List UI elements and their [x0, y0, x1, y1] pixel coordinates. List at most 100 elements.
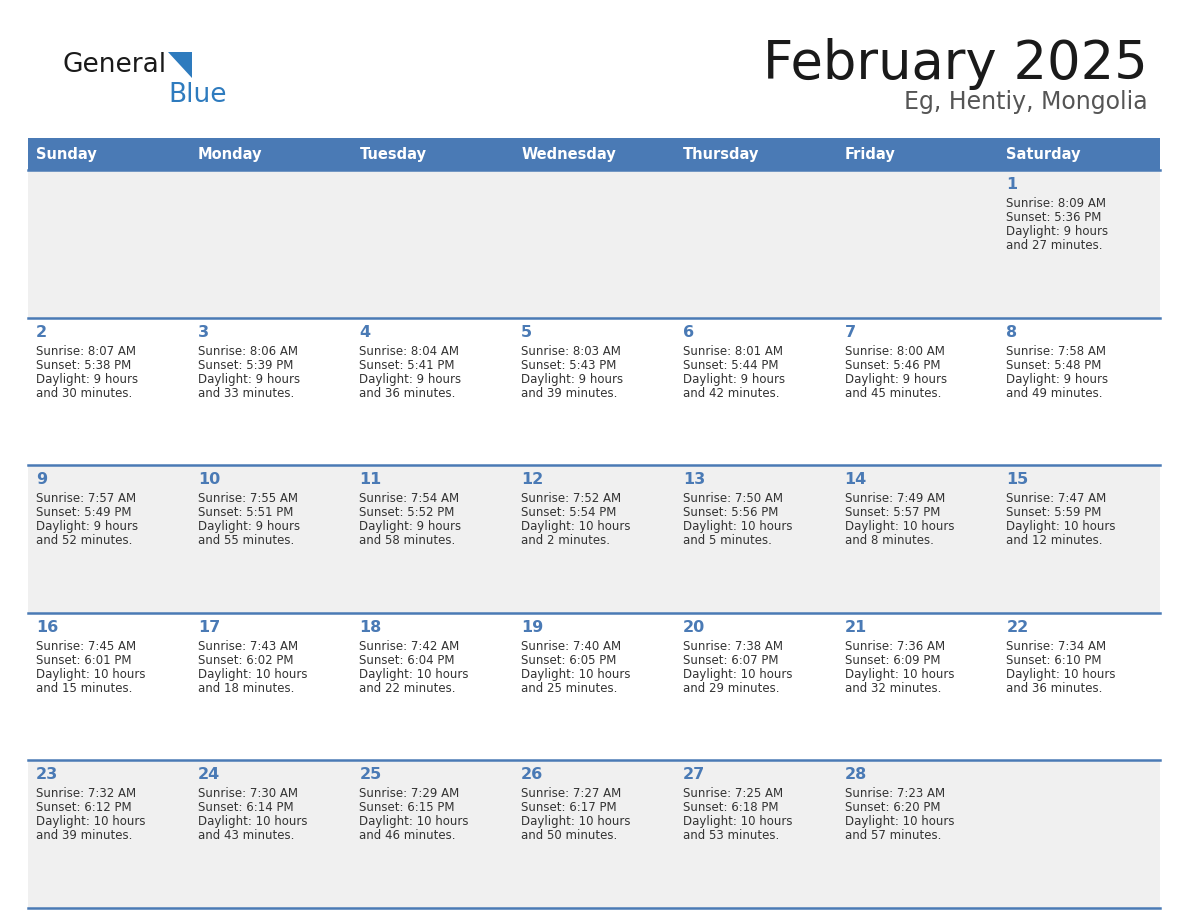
- Text: Sunrise: 7:38 AM: Sunrise: 7:38 AM: [683, 640, 783, 653]
- Bar: [29, 760, 190, 908]
- Text: Sunrise: 7:54 AM: Sunrise: 7:54 AM: [360, 492, 460, 505]
- Text: and 52 minutes.: and 52 minutes.: [36, 534, 132, 547]
- Bar: [675, 760, 836, 908]
- Text: Sunrise: 7:25 AM: Sunrise: 7:25 AM: [683, 788, 783, 800]
- Text: 27: 27: [683, 767, 706, 782]
- Text: and 8 minutes.: and 8 minutes.: [845, 534, 934, 547]
- Text: Sunset: 5:54 PM: Sunset: 5:54 PM: [522, 506, 617, 520]
- Bar: [675, 465, 836, 613]
- Text: and 18 minutes.: and 18 minutes.: [197, 682, 295, 695]
- Bar: [675, 170, 836, 318]
- Bar: [998, 760, 1159, 908]
- Text: and 33 minutes.: and 33 minutes.: [197, 386, 293, 399]
- Bar: [190, 613, 352, 760]
- Text: Sunrise: 7:50 AM: Sunrise: 7:50 AM: [683, 492, 783, 505]
- Polygon shape: [168, 52, 192, 78]
- Text: Sunrise: 7:49 AM: Sunrise: 7:49 AM: [845, 492, 944, 505]
- Text: Blue: Blue: [168, 82, 227, 108]
- Text: and 50 minutes.: and 50 minutes.: [522, 829, 618, 843]
- Bar: [998, 318, 1159, 465]
- Text: Sunset: 5:38 PM: Sunset: 5:38 PM: [36, 359, 131, 372]
- Text: Sunset: 6:09 PM: Sunset: 6:09 PM: [845, 654, 940, 666]
- Text: 19: 19: [522, 620, 543, 635]
- Bar: [675, 318, 836, 465]
- Text: Daylight: 10 hours: Daylight: 10 hours: [522, 815, 631, 828]
- Text: February 2025: February 2025: [763, 38, 1148, 90]
- Text: Sunset: 5:41 PM: Sunset: 5:41 PM: [360, 359, 455, 372]
- Text: and 22 minutes.: and 22 minutes.: [360, 682, 456, 695]
- Bar: [29, 318, 190, 465]
- Text: Daylight: 9 hours: Daylight: 9 hours: [1006, 373, 1108, 386]
- Bar: [29, 465, 190, 613]
- Text: 3: 3: [197, 325, 209, 340]
- Text: and 12 minutes.: and 12 minutes.: [1006, 534, 1102, 547]
- Text: Sunrise: 7:23 AM: Sunrise: 7:23 AM: [845, 788, 944, 800]
- Text: Sunrise: 7:32 AM: Sunrise: 7:32 AM: [36, 788, 137, 800]
- Text: Eg, Hentiy, Mongolia: Eg, Hentiy, Mongolia: [904, 90, 1148, 114]
- Bar: [352, 465, 513, 613]
- Text: Sunset: 5:39 PM: Sunset: 5:39 PM: [197, 359, 293, 372]
- Bar: [29, 170, 190, 318]
- Text: Daylight: 10 hours: Daylight: 10 hours: [683, 667, 792, 681]
- Bar: [352, 170, 513, 318]
- Text: General: General: [62, 52, 166, 78]
- Text: Sunset: 6:10 PM: Sunset: 6:10 PM: [1006, 654, 1101, 666]
- Bar: [836, 138, 998, 170]
- Text: Sunrise: 7:55 AM: Sunrise: 7:55 AM: [197, 492, 298, 505]
- Text: Sunset: 5:36 PM: Sunset: 5:36 PM: [1006, 211, 1101, 224]
- Text: 25: 25: [360, 767, 381, 782]
- Text: Sunrise: 7:36 AM: Sunrise: 7:36 AM: [845, 640, 944, 653]
- Text: 4: 4: [360, 325, 371, 340]
- Bar: [836, 318, 998, 465]
- Text: and 29 minutes.: and 29 minutes.: [683, 682, 779, 695]
- Bar: [836, 170, 998, 318]
- Text: Sunrise: 8:01 AM: Sunrise: 8:01 AM: [683, 344, 783, 358]
- Bar: [998, 170, 1159, 318]
- Text: Sunset: 5:52 PM: Sunset: 5:52 PM: [360, 506, 455, 520]
- Text: and 45 minutes.: and 45 minutes.: [845, 386, 941, 399]
- Bar: [836, 760, 998, 908]
- Text: Daylight: 10 hours: Daylight: 10 hours: [845, 667, 954, 681]
- Text: Sunset: 5:49 PM: Sunset: 5:49 PM: [36, 506, 132, 520]
- Text: 21: 21: [845, 620, 867, 635]
- Text: 28: 28: [845, 767, 867, 782]
- Text: Daylight: 9 hours: Daylight: 9 hours: [522, 373, 624, 386]
- Bar: [190, 465, 352, 613]
- Text: Sunset: 5:43 PM: Sunset: 5:43 PM: [522, 359, 617, 372]
- Bar: [675, 138, 836, 170]
- Text: and 32 minutes.: and 32 minutes.: [845, 682, 941, 695]
- Text: Sunrise: 7:42 AM: Sunrise: 7:42 AM: [360, 640, 460, 653]
- Text: Sunrise: 7:47 AM: Sunrise: 7:47 AM: [1006, 492, 1106, 505]
- Text: Daylight: 10 hours: Daylight: 10 hours: [522, 667, 631, 681]
- Text: Monday: Monday: [197, 147, 263, 162]
- Text: and 15 minutes.: and 15 minutes.: [36, 682, 132, 695]
- Text: 17: 17: [197, 620, 220, 635]
- Text: and 57 minutes.: and 57 minutes.: [845, 829, 941, 843]
- Text: Sunrise: 7:58 AM: Sunrise: 7:58 AM: [1006, 344, 1106, 358]
- Text: Sunset: 6:15 PM: Sunset: 6:15 PM: [360, 801, 455, 814]
- Text: Sunrise: 7:52 AM: Sunrise: 7:52 AM: [522, 492, 621, 505]
- Text: 24: 24: [197, 767, 220, 782]
- Text: and 43 minutes.: and 43 minutes.: [197, 829, 295, 843]
- Text: Sunset: 6:07 PM: Sunset: 6:07 PM: [683, 654, 778, 666]
- Text: Daylight: 10 hours: Daylight: 10 hours: [360, 815, 469, 828]
- Text: and 39 minutes.: and 39 minutes.: [522, 386, 618, 399]
- Bar: [190, 318, 352, 465]
- Bar: [352, 760, 513, 908]
- Text: and 27 minutes.: and 27 minutes.: [1006, 239, 1102, 252]
- Bar: [513, 170, 675, 318]
- Text: Friday: Friday: [845, 147, 896, 162]
- Text: Daylight: 10 hours: Daylight: 10 hours: [683, 815, 792, 828]
- Text: Saturday: Saturday: [1006, 147, 1081, 162]
- Bar: [513, 318, 675, 465]
- Text: Daylight: 10 hours: Daylight: 10 hours: [197, 667, 308, 681]
- Text: Daylight: 10 hours: Daylight: 10 hours: [36, 815, 145, 828]
- Bar: [190, 760, 352, 908]
- Text: Daylight: 10 hours: Daylight: 10 hours: [683, 521, 792, 533]
- Bar: [513, 465, 675, 613]
- Text: 15: 15: [1006, 472, 1029, 487]
- Text: Daylight: 10 hours: Daylight: 10 hours: [360, 667, 469, 681]
- Bar: [190, 170, 352, 318]
- Bar: [190, 138, 352, 170]
- Bar: [998, 138, 1159, 170]
